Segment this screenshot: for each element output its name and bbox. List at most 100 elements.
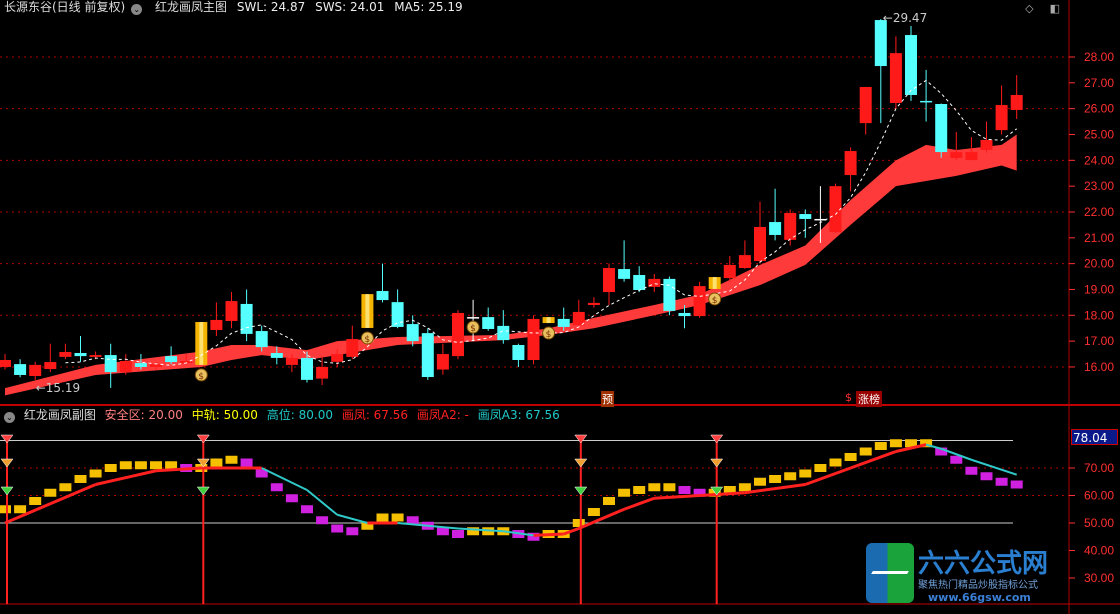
indicator-bar: [663, 483, 676, 492]
candle: [799, 209, 812, 238]
candle: [467, 299, 480, 342]
indicator-bar: [406, 516, 419, 525]
candle: [663, 276, 676, 316]
candle: [920, 69, 933, 122]
candle-body: [618, 269, 631, 279]
candle-body: [301, 357, 313, 380]
candle-body: [859, 86, 872, 124]
y-tick-label: 18.00: [1084, 308, 1114, 322]
diamond-icon: [710, 486, 724, 496]
candle-body: [512, 345, 525, 360]
candle: [693, 281, 706, 318]
money-bag-shape: [708, 292, 722, 306]
indicator-bar: [678, 486, 691, 494]
feng-line-segment: [699, 491, 745, 497]
indicator-bar: [14, 505, 27, 514]
candle-body: [799, 214, 812, 219]
candle-body: [134, 363, 147, 367]
candle: [421, 328, 434, 380]
dollar-marker: $: [845, 391, 852, 404]
candle: [134, 354, 147, 370]
candle-body: [436, 354, 449, 370]
indicator-bar: [784, 472, 797, 481]
feng-line-segment: [578, 507, 625, 530]
feng-line-segment: [850, 450, 897, 470]
candle: [59, 343, 72, 360]
indicator-bar: [150, 461, 162, 470]
indicator-menu-icon[interactable]: ⌄: [131, 4, 143, 15]
candle-body: [44, 362, 57, 370]
candle: [889, 36, 902, 109]
money-bag-icon: $: [542, 326, 556, 340]
indicator-bar: [134, 461, 147, 470]
indicator-bar: [361, 521, 374, 530]
candle-body: [452, 312, 464, 357]
candle: [603, 263, 615, 305]
candle: [950, 131, 963, 161]
candle: [361, 294, 374, 328]
y-tick-label: 17.00: [1084, 334, 1114, 348]
candle-body: [346, 339, 359, 357]
indicator-bar: [874, 442, 887, 450]
panel-toggle-icon[interactable]: ◧: [1049, 2, 1060, 15]
yu-marker: 预: [601, 391, 614, 407]
logo-mark-icon: [866, 543, 914, 603]
indicator-menu-icon[interactable]: ⌄: [4, 412, 15, 423]
current-sub-value: 78.04: [1071, 429, 1118, 445]
candle: [0, 354, 11, 370]
main-indicator-name[interactable]: 红龙画凤主图: [155, 0, 228, 14]
feng-line-segment: [4, 502, 51, 525]
logo-url: www.66gsw.com: [928, 591, 1031, 604]
feng-line-segment: [940, 447, 972, 461]
indicator-bar: [59, 483, 72, 492]
money-bag-icon: $: [194, 368, 208, 382]
indicator-bar: [225, 455, 238, 464]
indicator-bar: [301, 505, 313, 514]
candle: [723, 255, 736, 282]
feng-line-segment: [397, 522, 428, 527]
candle-body: [784, 213, 797, 240]
candle: [995, 85, 1008, 135]
indicator-bar: [331, 524, 344, 533]
diamond-icon[interactable]: ◇: [1025, 2, 1034, 15]
candle: [754, 201, 766, 264]
feng-line-segment: [744, 483, 806, 495]
candle-body: [814, 218, 827, 221]
indicator-bar: [165, 461, 178, 470]
safe-zone-value: 安全区: 20.00: [104, 408, 183, 422]
buy-signal: [0, 434, 14, 604]
candle-body: [603, 268, 615, 293]
indicator-bar: [905, 439, 917, 448]
candle-body: [889, 53, 902, 103]
diamond-icon: [710, 434, 724, 444]
candle-body: [29, 364, 42, 377]
candle-body: [497, 325, 510, 341]
feng-line-segment: [925, 443, 942, 450]
candle-body: [482, 317, 495, 329]
y-tick-label: 50.00: [1084, 516, 1114, 530]
candle: [104, 343, 117, 388]
y-tick-label: 27.00: [1084, 76, 1114, 90]
logo-subtitle: 聚焦热门精品炒股指标公式: [918, 580, 1038, 591]
candle-body: [331, 354, 344, 362]
candle: [738, 240, 751, 269]
candle: [512, 343, 525, 367]
stock-name[interactable]: 长源东谷(日线 前复权): [4, 0, 126, 14]
indicator-bar: [708, 488, 721, 497]
swl-value: SWL: 24.87: [236, 0, 306, 14]
candle-body: [421, 333, 434, 378]
candle: [285, 354, 298, 373]
candle-body: [950, 152, 963, 158]
indicator-bar: [950, 455, 963, 464]
indicator-bar: [844, 453, 857, 461]
candle-body: [738, 255, 751, 269]
candle-body: [527, 318, 540, 360]
indicator-bar: [587, 508, 600, 516]
y-tick-label: 60.00: [1084, 489, 1114, 503]
indicator-bar: [0, 505, 11, 514]
low-price-label: ←15.19: [36, 381, 80, 395]
sub-indicator-name[interactable]: 红龙画凤副图: [23, 408, 96, 422]
buy-signal: [574, 434, 588, 604]
candle: [240, 289, 253, 342]
